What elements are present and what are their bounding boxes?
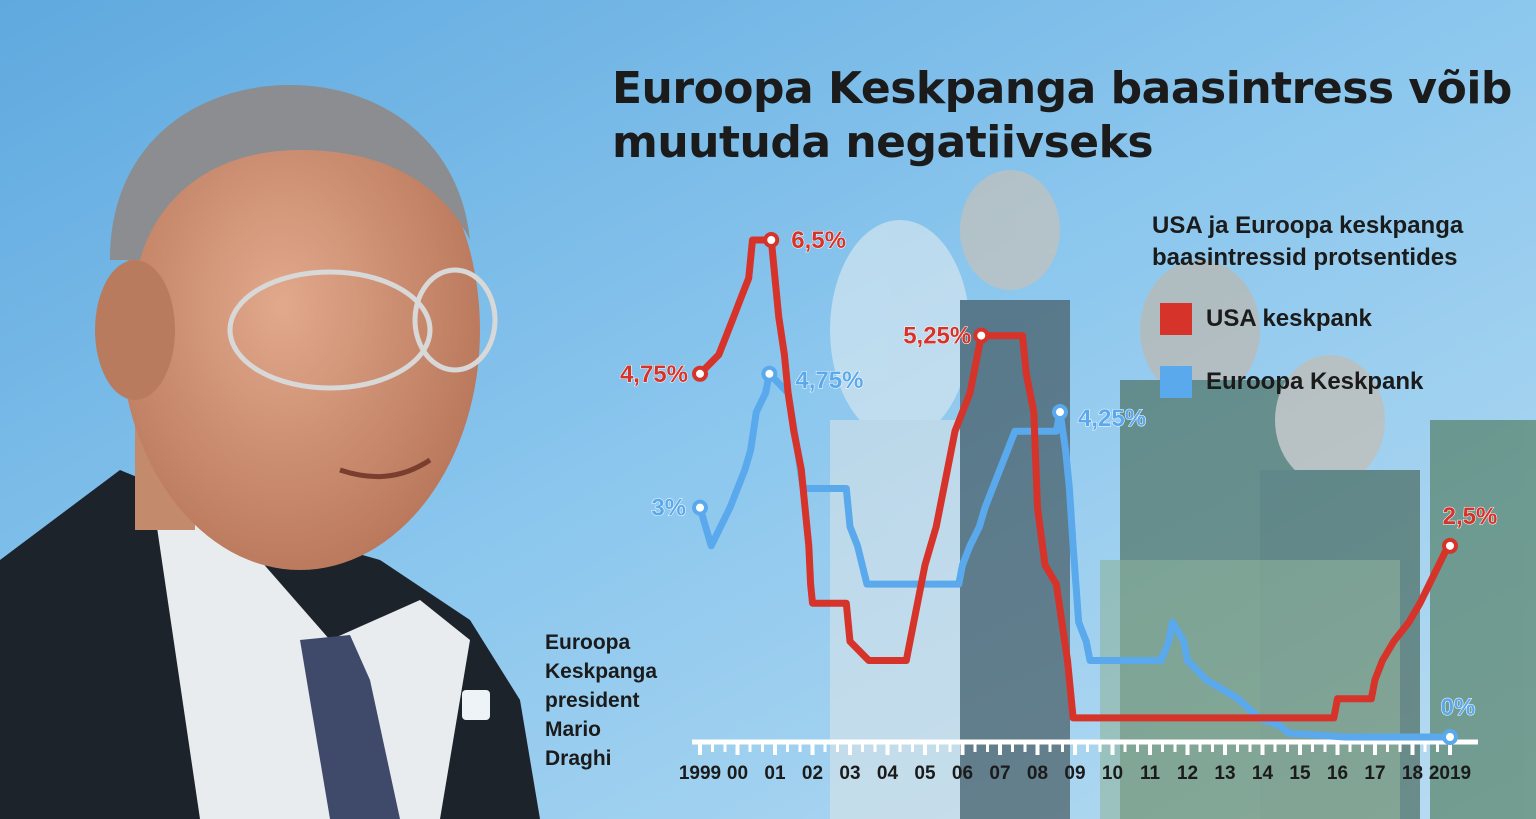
annotation-marker [1052,404,1068,421]
x-tick-label: 16 [1327,763,1348,784]
x-tick-label: 11 [1140,763,1161,784]
annotation-label: 3% [651,495,686,522]
annotation-marker [1442,729,1458,745]
legend-item-ecb: Euroopa Keskpank [1160,365,1423,399]
page-title: Euroopa Keskpanga baasintress võib muutu… [612,63,1512,168]
annotation-marker [692,499,708,516]
x-tick-label: 14 [1252,763,1274,784]
legend-swatch-usa [1160,303,1192,335]
annotation-marker [761,365,778,382]
x-tick-label: 05 [914,763,936,784]
x-tick-label: 2019 [1429,763,1471,784]
annotation-label: 4,75% [620,361,688,388]
x-tick-label: 1999 [679,763,721,784]
annotation-label: 0% [1441,694,1476,721]
caption-line: president [545,689,640,712]
x-tick-label: 07 [989,763,1010,784]
x-tick-label: 02 [802,763,823,784]
series-line-ecb [696,370,1454,741]
x-tick-label: 01 [764,763,786,784]
x-tick-label: 15 [1289,763,1311,784]
caption-line: Euroopa [545,631,631,654]
caption-line: Mario [545,718,602,741]
x-tick-label: 00 [727,763,748,784]
x-tick-label: 04 [877,763,899,784]
annotation-label: 2,5% [1443,503,1498,530]
annotation-marker [973,327,990,344]
annotation-marker [1442,537,1458,554]
x-tick-label: 13 [1214,763,1235,784]
caption-line: Keskpanga [545,660,658,683]
annotation-marker [763,232,780,248]
portrait-mario-draghi [0,85,540,819]
x-tick-label: 17 [1364,763,1385,784]
x-tick-label: 18 [1402,763,1423,784]
legend-swatch-ecb [1160,366,1192,398]
series-line-usa [696,236,1454,722]
x-tick-label: 10 [1102,763,1123,784]
x-tick-label: 03 [839,763,860,784]
caption-line: Draghi [545,747,612,770]
photo-caption: Euroopa Keskpanga president Mario Draghi [545,628,665,773]
legend-label-ecb: Euroopa Keskpank [1206,368,1424,395]
annotation-label: 5,25% [903,323,971,350]
annotation-label: 6,5% [791,227,846,254]
annotation-label: 4,75% [795,367,863,394]
x-tick-label: 08 [1027,763,1048,784]
legend-label-usa: USA keskpank [1206,305,1372,332]
blurred-crowd [830,170,1536,819]
x-tick-label: 06 [952,763,973,784]
annotation-marker [692,365,708,382]
annotation-label: 4,25% [1078,405,1146,432]
chart-subtitle: USA ja Euroopa keskpanga baasintressid p… [1152,212,1464,271]
x-tick-label: 12 [1177,763,1198,784]
x-tick-label: 09 [1064,763,1085,784]
legend-item-usa: USA keskpank [1160,302,1372,336]
